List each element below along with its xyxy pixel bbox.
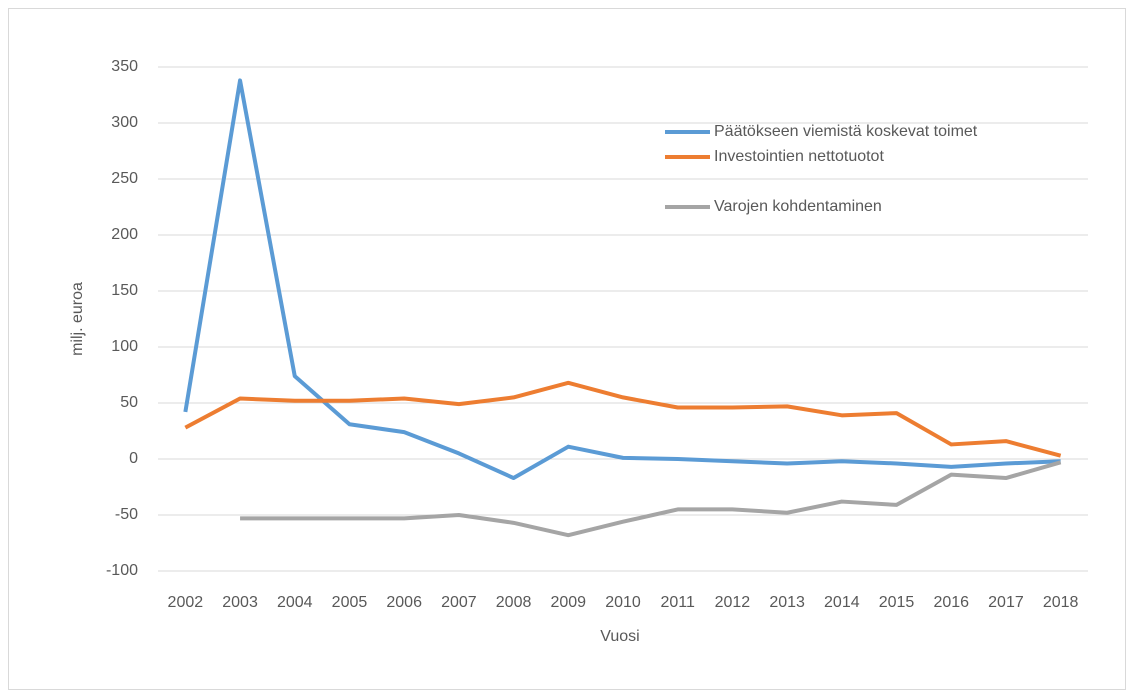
x-tick-label: 2003 bbox=[222, 594, 258, 611]
series-line bbox=[240, 460, 1062, 538]
chart-frame bbox=[8, 8, 1126, 690]
x-tick-label: 2009 bbox=[550, 594, 586, 611]
y-tick-label: 0 bbox=[129, 450, 138, 467]
x-tick-label: 2013 bbox=[769, 594, 805, 611]
x-tick-label: 2018 bbox=[1043, 594, 1079, 611]
x-tick-label: 2008 bbox=[496, 594, 532, 611]
y-tick-label: -50 bbox=[115, 506, 138, 523]
x-tick-label: 2006 bbox=[386, 594, 422, 611]
legend-label: Päätökseen viemistä koskevat toimet bbox=[714, 123, 978, 140]
x-tick-label: 2010 bbox=[605, 594, 641, 611]
y-tick-label: 300 bbox=[111, 114, 138, 131]
x-axis-label: Vuosi bbox=[600, 628, 639, 645]
x-tick-label: 2017 bbox=[988, 594, 1024, 611]
y-tick-label: 100 bbox=[111, 338, 138, 355]
x-tick-label: 2002 bbox=[168, 594, 204, 611]
y-tick-label: 350 bbox=[111, 58, 138, 75]
x-tick-label: 2014 bbox=[824, 594, 860, 611]
y-tick-label: 250 bbox=[111, 170, 138, 187]
y-tick-label: 50 bbox=[120, 394, 138, 411]
legend-label: Varojen kohdentaminen bbox=[714, 198, 882, 215]
x-tick-label: 2011 bbox=[661, 594, 696, 611]
x-tick-label: 2005 bbox=[332, 594, 368, 611]
series-line bbox=[183, 78, 1061, 481]
x-tick-label: 2016 bbox=[933, 594, 969, 611]
legend-label: Investointien nettotuotot bbox=[714, 148, 884, 165]
y-tick-label: 150 bbox=[111, 282, 138, 299]
x-tick-label: 2007 bbox=[441, 594, 477, 611]
y-tick-label: -100 bbox=[106, 562, 138, 579]
y-tick-label: 200 bbox=[111, 226, 138, 243]
series-line bbox=[184, 380, 1062, 458]
x-tick-label: 2004 bbox=[277, 594, 313, 611]
x-tick-label: 2012 bbox=[715, 594, 751, 611]
y-axis-label: milj. euroa bbox=[69, 282, 86, 356]
x-tick-label: 2015 bbox=[879, 594, 915, 611]
